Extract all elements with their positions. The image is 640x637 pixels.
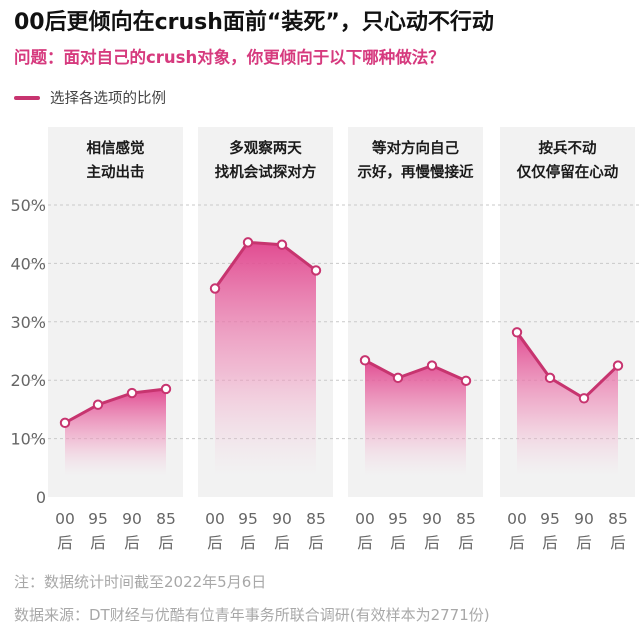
x-tick-label: 后 [308, 534, 324, 552]
x-tick-label: 后 [610, 534, 626, 552]
x-tick-label: 后 [90, 534, 106, 552]
legend-label: 选择各选项的比例 [50, 91, 166, 107]
series-line-1 [64, 387, 167, 425]
data-point [276, 239, 288, 250]
x-tick-label: 后 [576, 534, 592, 552]
series-area-2 [215, 242, 316, 476]
panel-title-line: 等对方向自己 [372, 139, 459, 157]
series-area-1 [65, 388, 166, 476]
panel-title-line: 示好，再慢慢接近 [358, 163, 474, 181]
data-point [511, 327, 523, 338]
data-point [209, 283, 221, 294]
x-tick-label: 后 [424, 534, 440, 552]
panel-title-line: 相信感觉 [87, 139, 145, 157]
y-tick-label: 50% [10, 196, 46, 215]
y-tick-label: 20% [10, 371, 46, 390]
y-tick-label: 40% [10, 254, 46, 273]
data-point [578, 393, 590, 404]
x-tick-label: 后 [57, 534, 73, 552]
data-point [359, 355, 371, 366]
footnote: 注：数据统计时间截至2022年5月6日 [14, 573, 267, 591]
x-tick-label: 85 [156, 510, 176, 528]
panel-title-line: 主动出击 [87, 163, 145, 181]
data-point [59, 417, 71, 429]
data-point [160, 383, 172, 395]
x-tick-label: 90 [122, 510, 142, 528]
x-tick-label: 95 [388, 510, 408, 528]
chart-subtitle: 问题：面对自己的crush对象，你更倾向于以下哪种做法？ [14, 48, 445, 67]
x-tick-label: 85 [456, 510, 476, 528]
series-area-3 [365, 360, 466, 476]
x-tick-label: 后 [124, 534, 140, 552]
x-tick-label: 00 [355, 510, 375, 528]
series-line-4 [515, 331, 620, 400]
y-tick-label: 30% [10, 313, 46, 332]
x-tick-label: 90 [422, 510, 442, 528]
x-tick-label: 85 [306, 510, 326, 528]
x-tick-label: 后 [357, 534, 373, 552]
x-tick-label: 90 [574, 510, 594, 528]
y-tick-label: 0 [36, 488, 46, 507]
data-source: 数据来源：DT财经与优酷有位青年事务所联合调研(有效样本为2771份) [14, 606, 490, 624]
x-tick-label: 95 [88, 510, 108, 528]
x-tick-label: 后 [240, 534, 256, 552]
x-tick-label: 85 [608, 510, 628, 528]
x-tick-label: 00 [205, 510, 225, 528]
x-tick-label: 后 [158, 534, 174, 552]
series-line-3 [364, 359, 467, 383]
data-point [310, 265, 322, 276]
data-point [460, 375, 472, 386]
panel-title-line: 多观察两天 [229, 139, 302, 157]
data-point [242, 237, 254, 248]
chart-title: 00后更倾向在crush面前“装死”，只心动不行动 [14, 10, 494, 35]
panel-title-line: 仅仅停留在心动 [516, 163, 619, 181]
x-tick-label: 95 [238, 510, 258, 528]
data-point [92, 399, 104, 410]
data-point [612, 360, 624, 371]
x-tick-label: 90 [272, 510, 292, 528]
panel-title-line: 按兵不动 [539, 139, 597, 157]
legend: 选择各选项的比例 [14, 87, 166, 108]
x-tick-label: 后 [458, 534, 474, 552]
y-tick-label: 10% [10, 430, 46, 449]
x-tick-label: 后 [207, 534, 223, 552]
series-line-2 [213, 240, 317, 290]
data-point [392, 372, 404, 384]
x-tick-label: 后 [509, 534, 525, 552]
data-point [426, 360, 438, 371]
x-tick-label: 后 [274, 534, 290, 552]
x-tick-label: 00 [507, 510, 527, 528]
legend-line-swatch [14, 95, 40, 100]
panel-title-line: 找机会试探对方 [215, 163, 317, 181]
x-tick-label: 后 [390, 534, 406, 552]
data-point [544, 372, 556, 384]
x-tick-label: 95 [540, 510, 560, 528]
data-point [126, 387, 138, 399]
x-tick-label: 后 [542, 534, 558, 552]
x-tick-label: 00 [55, 510, 75, 528]
